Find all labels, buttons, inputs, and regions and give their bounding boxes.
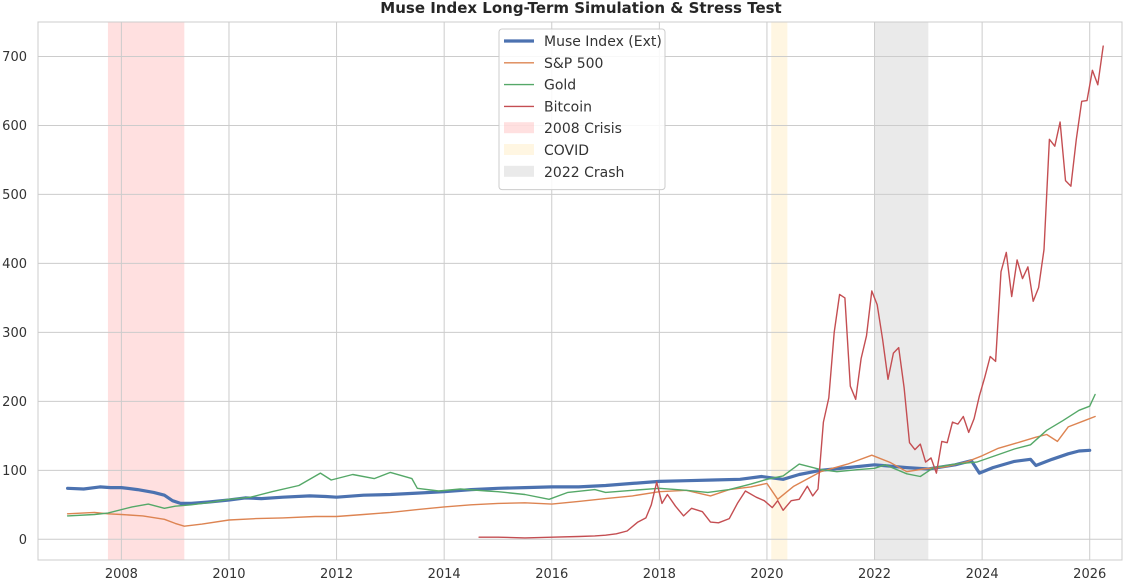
plot-frame [37, 21, 1123, 561]
x-tick-label: 2016 [535, 567, 568, 582]
y-tick-label: 100 [2, 464, 27, 479]
x-tick-label: 2022 [858, 567, 891, 582]
legend-box [498, 28, 666, 191]
legend-label-muse-index-ext: Muse Index (Ext) [544, 34, 662, 50]
y-tick-label: 600 [2, 119, 27, 134]
x-tick-label: 2008 [105, 567, 138, 582]
y-axis-ticks: 0 100 200 300 400 500 600 700 [2, 50, 27, 548]
x-tick-label: 2020 [750, 567, 783, 582]
legend-swatch-covid [504, 144, 534, 155]
y-tick-label: 400 [2, 257, 27, 272]
series-line-gold [66, 393, 1096, 517]
shaded-region-covid [771, 22, 788, 560]
x-tick-label: 2024 [966, 567, 999, 582]
x-tick-label: 2026 [1073, 567, 1106, 582]
series-line-bitcoin [478, 45, 1104, 539]
legend-swatch-2008-crisis [504, 122, 534, 134]
y-tick-label: 0 [19, 533, 27, 548]
y-tick-label: 200 [2, 395, 27, 410]
y-tick-label: 700 [2, 50, 27, 65]
shaded-region-2008-crisis [107, 22, 185, 560]
x-tick-label: 2012 [320, 567, 353, 582]
legend-swatch-2022-crash [504, 165, 534, 177]
x-tick-label: 2018 [643, 567, 676, 582]
legend-label-s-p-500: S&P 500 [544, 56, 603, 72]
shaded-region-2022-crash [874, 22, 929, 560]
chart-title: Muse Index Long-Term Simulation & Stress… [380, 0, 781, 17]
x-tick-label: 2010 [212, 567, 245, 582]
series-line-s-p-500 [66, 415, 1096, 527]
legend-label-bitcoin: Bitcoin [544, 99, 592, 115]
y-tick-label: 300 [2, 326, 27, 341]
legend-label-2008-crisis: 2008 Crisis [544, 121, 622, 137]
legend-label-covid: COVID [544, 143, 589, 159]
x-axis-ticks: 2008 2010 2012 2014 2016 2018 2020 2022 2024 2026 [105, 567, 1106, 582]
y-tick-label: 500 [2, 188, 27, 203]
x-tick-label: 2014 [428, 567, 461, 582]
legend-label-2022-crash: 2022 Crash [544, 165, 624, 181]
series-lines [66, 45, 1104, 539]
legend: Muse Index (Ext) S&P 500 Gold Bitcoin 2008 C… [498, 28, 666, 191]
legend-label-gold: Gold [544, 78, 576, 94]
